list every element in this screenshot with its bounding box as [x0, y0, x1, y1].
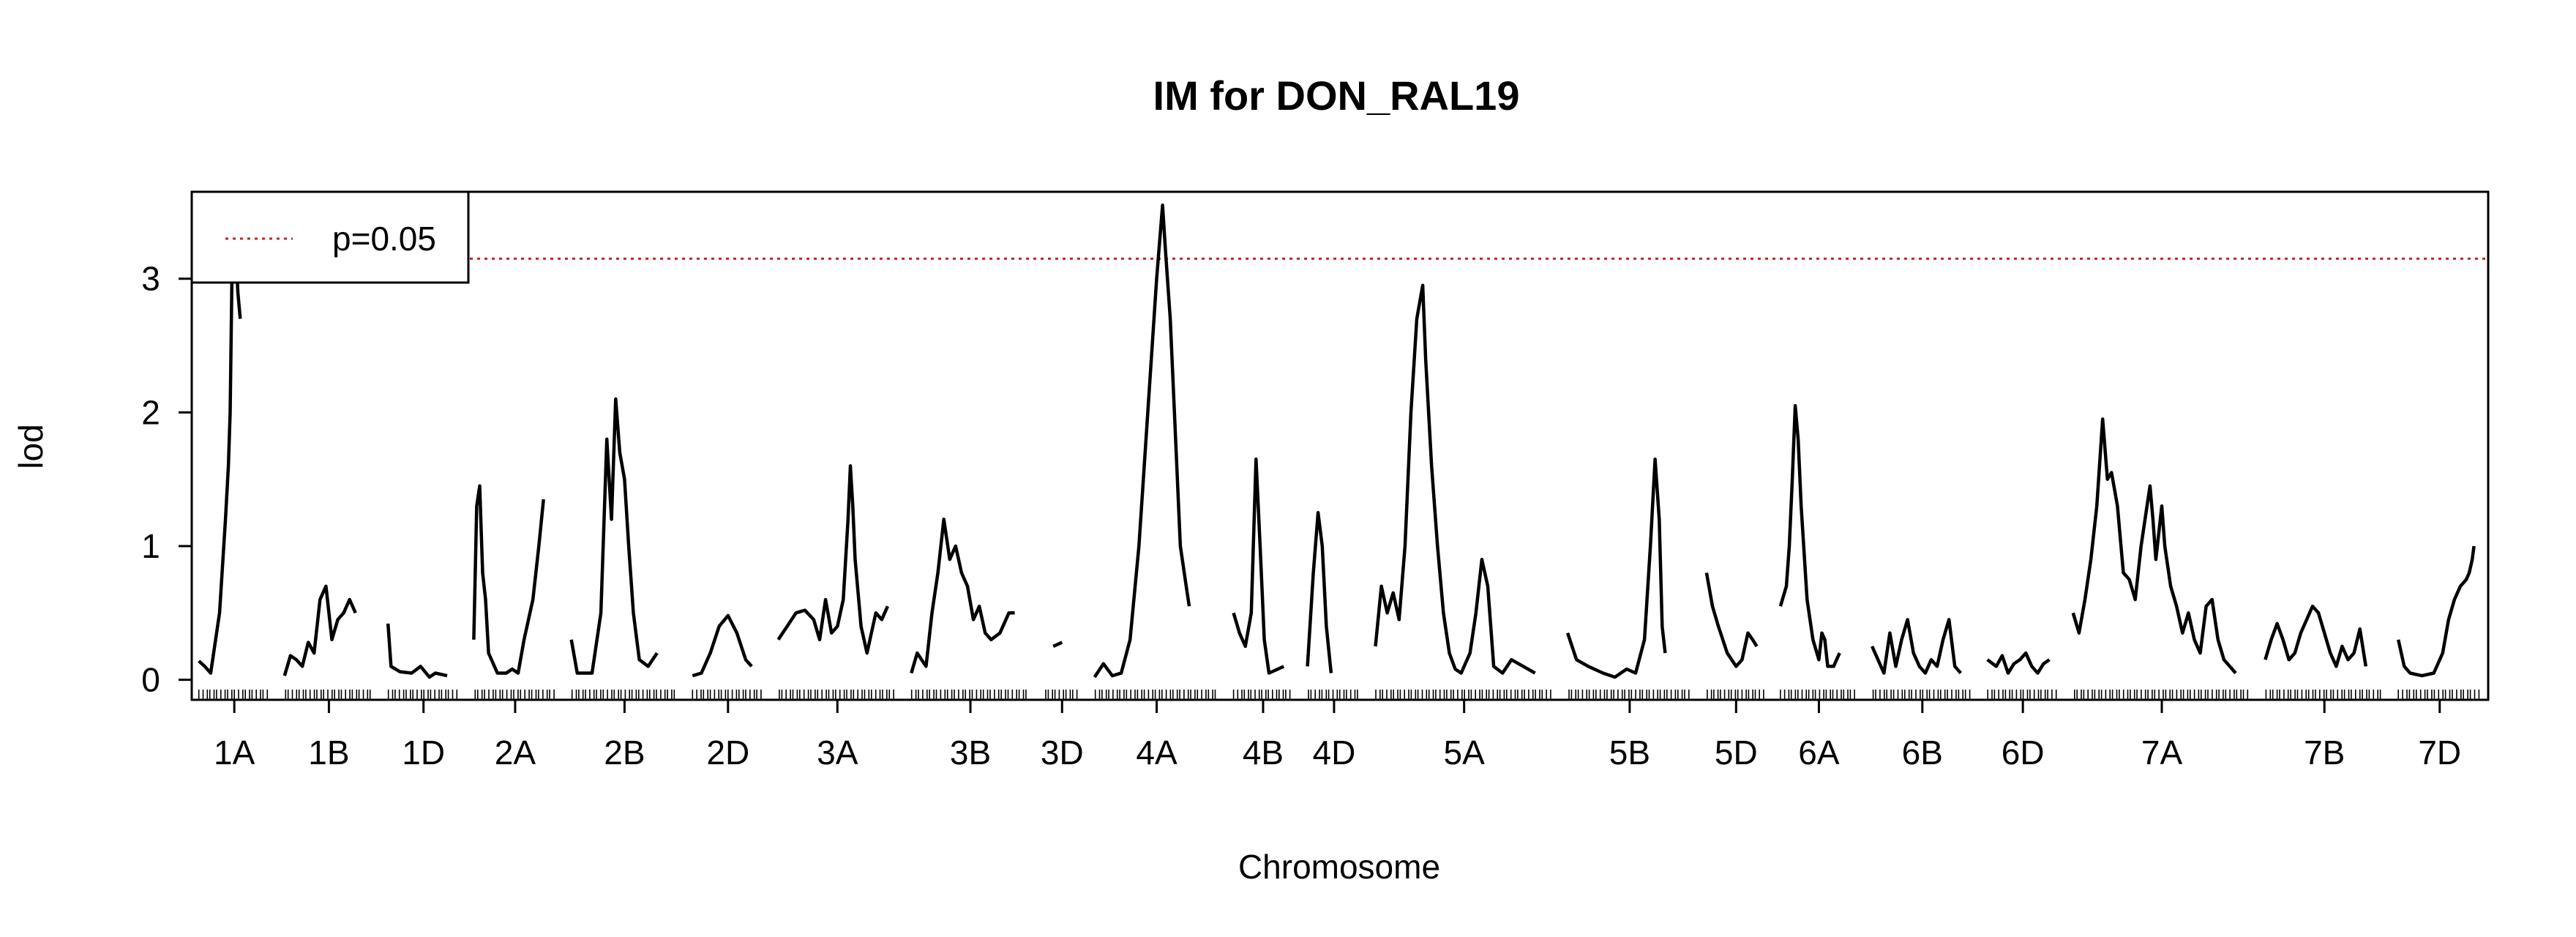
- x-tick-label-3B: 3B: [950, 733, 991, 772]
- x-tick-label-3D: 3D: [1041, 733, 1084, 772]
- x-tick-label-2A: 2A: [495, 733, 536, 772]
- x-tick-label-5D: 5D: [1715, 733, 1758, 772]
- lod-curve-6A: [1778, 403, 1841, 668]
- lod-curve-2A: [472, 484, 545, 675]
- x-tick-label-7B: 7B: [2304, 733, 2345, 772]
- x-tick-label-1B: 1B: [308, 733, 349, 772]
- lod-curve-3B: [910, 518, 1015, 674]
- lod-curve-2B: [569, 397, 659, 675]
- x-tick-label-7D: 7D: [2418, 733, 2461, 772]
- x-tick-label-1A: 1A: [214, 733, 255, 772]
- x-tick-label-2B: 2B: [604, 733, 645, 772]
- lod-curve-4A: [1093, 204, 1191, 679]
- x-tick-label-4A: 4A: [1136, 733, 1177, 772]
- lod-curves: [198, 204, 2476, 679]
- lod-curve-3A: [776, 464, 889, 655]
- x-tick-label-4B: 4B: [1243, 733, 1284, 772]
- y-tick-label: 2: [141, 393, 160, 431]
- lod-curve-6D: [1986, 651, 2051, 675]
- lod-curve-6B: [1871, 618, 1962, 675]
- x-tick-label-2D: 2D: [706, 733, 749, 772]
- lod-curve-1D: [386, 623, 448, 679]
- x-tick-label-6D: 6D: [2002, 733, 2045, 772]
- legend-box: [190, 190, 470, 284]
- y-axis: 0 1 2 3: [141, 260, 192, 699]
- lod-curve-5D: [1704, 572, 1759, 668]
- marker-rug: [198, 690, 2480, 699]
- x-tick-label-6A: 6A: [1798, 733, 1840, 772]
- x-tick-label-5A: 5A: [1444, 733, 1486, 772]
- y-axis-label: lod: [12, 424, 50, 468]
- lod-curve-1B: [282, 584, 357, 676]
- x-axis-label: Chromosome: [1238, 848, 1440, 886]
- lod-curve-1A: [198, 236, 242, 675]
- lod-curve-5A: [1374, 283, 1536, 675]
- lod-curve-5B: [1565, 458, 1667, 679]
- x-tick-label-4D: 4D: [1313, 733, 1356, 772]
- y-tick-label: 3: [141, 260, 160, 298]
- y-tick-label: 1: [141, 527, 160, 565]
- x-tick-label-6B: 6B: [1902, 733, 1943, 772]
- lod-curve-7B: [2264, 604, 2368, 668]
- lod-curve-7D: [2397, 545, 2476, 678]
- x-tick-label-1D: 1D: [402, 733, 445, 772]
- x-tick-label-5B: 5B: [1609, 733, 1650, 772]
- legend-entry-label: p=0.05: [332, 220, 436, 258]
- lod-curve-7A: [2071, 417, 2237, 674]
- y-tick-label: 0: [141, 661, 160, 699]
- plot-frame: [190, 190, 2490, 701]
- lod-curve-4D: [1306, 511, 1333, 673]
- legend: p=0.05: [190, 190, 470, 284]
- chart-title: IM for DON_RAL19: [1153, 72, 1520, 119]
- x-tick-label-3A: 3A: [817, 733, 858, 772]
- lod-curve-3D: [1052, 641, 1063, 648]
- x-tick-label-7A: 7A: [2141, 733, 2183, 772]
- x-axis: 1A 1B 1D 2A 2B 2D 3A 3B 3D 4A 4B 4D 5A 5B 5D 6A 6B 6D 7A 7B…: [214, 700, 2461, 772]
- lod-curve-4B: [1232, 458, 1285, 675]
- lod-curve-2D: [692, 613, 753, 678]
